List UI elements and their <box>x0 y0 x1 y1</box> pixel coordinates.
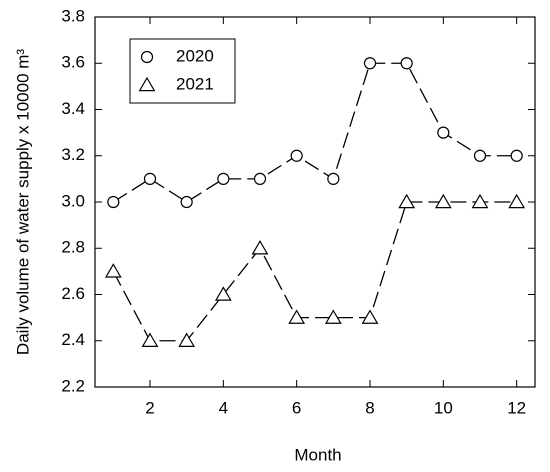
triangle-marker <box>178 332 196 347</box>
triangle-marker <box>471 193 489 209</box>
x-tick-label: 2 <box>145 398 154 417</box>
series-line <box>112 201 517 342</box>
y-tick-label: 2.2 <box>61 376 85 395</box>
circle-marker <box>327 172 340 185</box>
circle-marker <box>290 149 303 162</box>
triangle-marker <box>138 76 156 92</box>
x-tick-label: 12 <box>507 398 526 417</box>
circle-marker <box>400 57 413 70</box>
y-tick-label: 3.8 <box>61 6 85 25</box>
circle-marker <box>217 172 230 185</box>
y-tick-label: 3.6 <box>61 53 85 72</box>
y-tick-label: 3.2 <box>61 145 85 164</box>
circle-marker <box>143 172 157 185</box>
y-axis-label: Daily volume of water supply x 10000 m³ <box>13 49 32 355</box>
x-tick-label: 8 <box>365 398 374 417</box>
triangle-marker <box>434 193 452 209</box>
circle-marker <box>437 126 450 139</box>
y-tick-label: 2.4 <box>61 330 85 349</box>
triangle-marker <box>398 193 416 209</box>
legend-label: 2020 <box>176 46 214 65</box>
y-tick-label: 2.6 <box>61 284 85 303</box>
x-tick-label: 6 <box>292 398 301 417</box>
legend-label: 2021 <box>176 74 214 93</box>
y-tick-label: 3.0 <box>61 191 85 210</box>
circle-marker <box>363 57 377 70</box>
y-tick-label: 3.4 <box>61 99 85 118</box>
circle-marker <box>180 195 193 209</box>
x-tick-label: 4 <box>219 398 228 417</box>
series-line <box>112 62 517 203</box>
legend-box <box>129 38 236 104</box>
triangle-marker <box>214 286 232 301</box>
triangle-marker <box>141 332 159 347</box>
triangle-marker <box>251 240 269 255</box>
y-tick-label: 2.8 <box>61 238 85 257</box>
triangle-marker <box>361 309 379 324</box>
triangle-marker <box>288 309 306 324</box>
triangle-marker <box>104 263 122 278</box>
circle-marker <box>473 149 487 162</box>
circle-marker <box>253 172 267 185</box>
circle-marker <box>107 195 120 209</box>
triangle-marker <box>324 309 342 324</box>
x-axis-label: Month <box>294 445 341 464</box>
circle-marker <box>140 50 154 64</box>
circle-marker <box>510 149 523 162</box>
triangle-marker <box>508 193 526 209</box>
x-tick-label: 10 <box>434 398 453 417</box>
